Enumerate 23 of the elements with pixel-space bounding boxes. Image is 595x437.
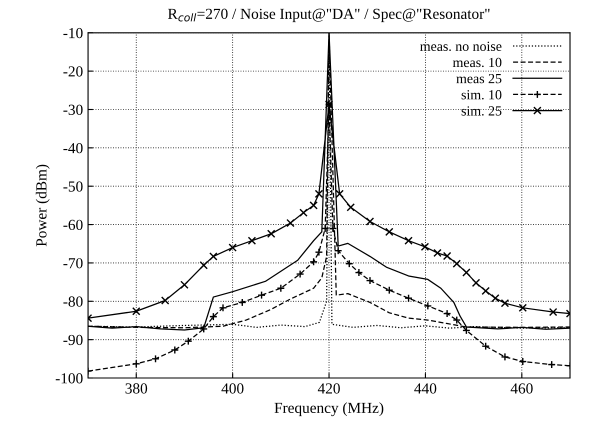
y-tick-label: -40 — [63, 142, 83, 154]
legend-label: sim. 25 — [462, 106, 502, 116]
legend-label: meas 25 — [456, 74, 502, 84]
y-tick-label: -50 — [63, 181, 83, 192]
x-tick-label: 380 — [126, 383, 148, 394]
y-tick-label: -60 — [63, 220, 83, 230]
legend-label: sim. 10 — [462, 90, 502, 100]
y-tick-label: -90 — [63, 334, 83, 346]
y-tick-label: -70 — [63, 258, 83, 268]
y-axis-title: Power (dBm) — [36, 164, 50, 246]
x-tick-label: 420 — [318, 383, 340, 394]
legend-label: meas. no noise — [420, 42, 502, 52]
y-tick-label: -20 — [63, 66, 83, 77]
x-tick-label: 460 — [510, 383, 533, 394]
y-tick-label: -80 — [63, 296, 83, 307]
x-axis-title: Frequency (MHz) — [274, 402, 384, 416]
x-tick-label: 400 — [221, 383, 244, 394]
y-tick-label: -100 — [56, 373, 83, 384]
x-tick-label: 440 — [414, 383, 436, 394]
chart-title: R$_{coll}$=270 / Noise Input@"DA" / Spec@"Resonator" — [168, 8, 490, 22]
y-tick-label: -30 — [63, 104, 83, 115]
legend-label: meas. 10 — [452, 58, 502, 68]
y-tick-label: -10 — [63, 28, 83, 38]
